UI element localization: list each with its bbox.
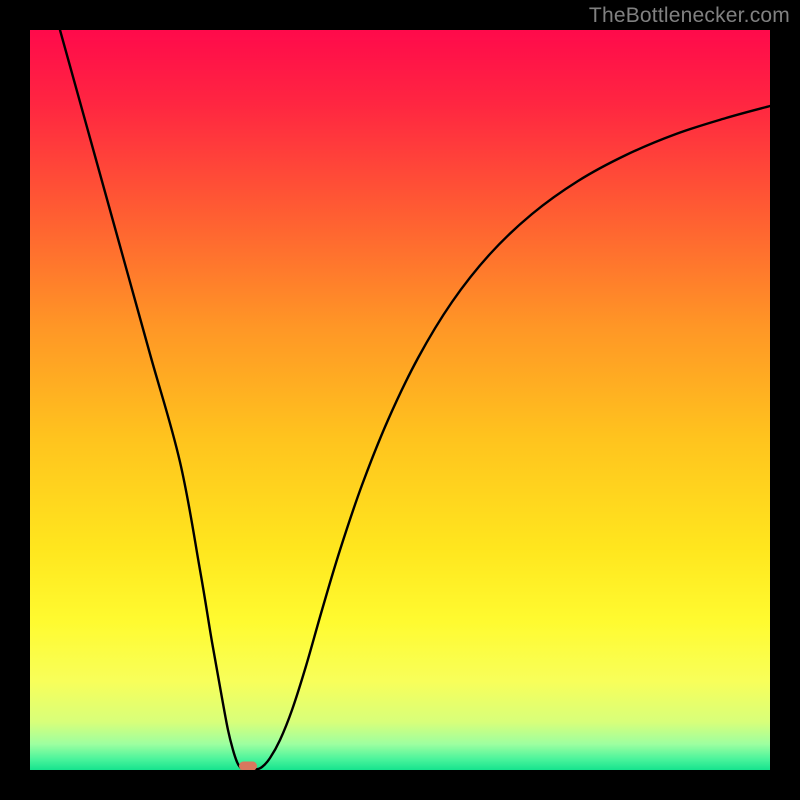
chart-frame: TheBottlenecker.com [0, 0, 800, 800]
watermark-text: TheBottlenecker.com [589, 4, 790, 28]
plot-area [30, 30, 770, 770]
plot-svg [30, 30, 770, 770]
minimum-marker [239, 762, 257, 771]
